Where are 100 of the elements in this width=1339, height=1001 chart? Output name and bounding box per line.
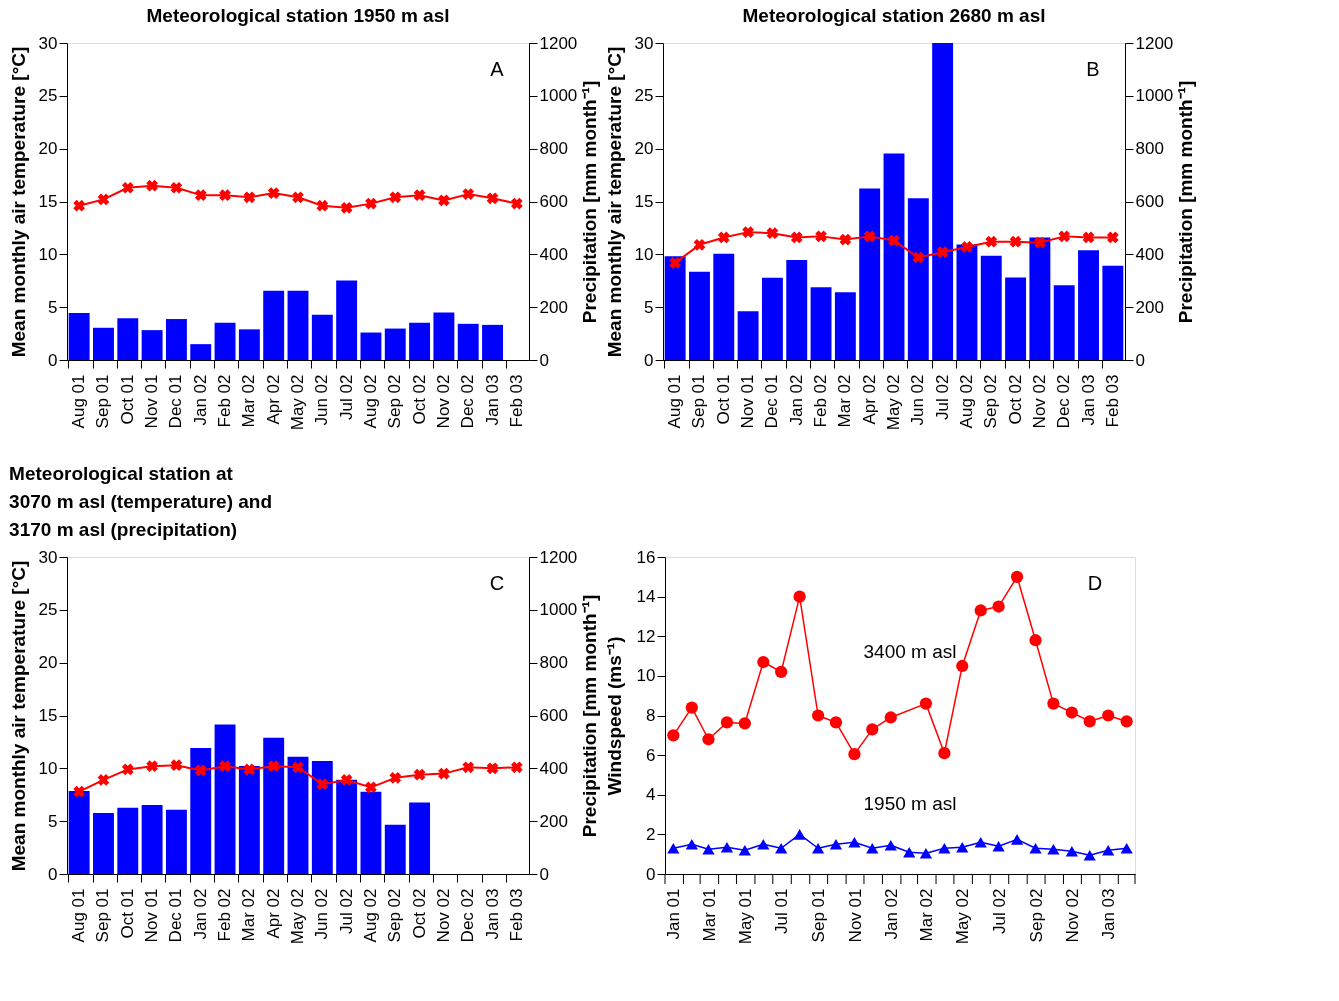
x-tick-label: Dec 02 xyxy=(1054,374,1074,429)
y2-axis-title: Precipitation [mm month⁻¹] xyxy=(578,594,600,838)
y2-tick-label: 600 xyxy=(1135,192,1164,211)
point xyxy=(903,846,916,858)
point xyxy=(267,760,280,773)
y-tick-label: 10 xyxy=(636,666,656,686)
y-tick-label: 30 xyxy=(38,547,58,567)
bar xyxy=(907,198,929,360)
bar xyxy=(834,292,856,360)
x-tick-label: Feb 02 xyxy=(811,374,831,428)
chart-title: Meteorological station at 3070 m asl (temperature) and 3170 m asl (precipitation) xyxy=(9,463,273,540)
x-tick-label: Oct 02 xyxy=(409,888,429,939)
bar xyxy=(287,290,309,360)
y-tick-label: 30 xyxy=(38,33,58,53)
point xyxy=(510,761,523,774)
point xyxy=(340,774,353,786)
point xyxy=(919,847,933,859)
y2-tick-label: 1200 xyxy=(1135,33,1174,53)
y-tick-label: 12 xyxy=(636,626,656,646)
point xyxy=(974,837,987,848)
point xyxy=(775,842,788,854)
bar xyxy=(1029,237,1051,360)
x-tick-label: Oct 01 xyxy=(117,888,137,939)
point xyxy=(267,187,280,199)
y-tick-label: 4 xyxy=(646,785,656,805)
point xyxy=(685,838,698,850)
point xyxy=(438,767,450,780)
point xyxy=(667,842,680,854)
y-tick-label: 0 xyxy=(644,350,654,370)
bar xyxy=(311,314,333,360)
x-tick-label: Aug 02 xyxy=(360,374,380,429)
bar xyxy=(141,805,163,874)
point xyxy=(1065,706,1078,719)
point xyxy=(1047,697,1060,710)
x-tick-label: Jan 01 xyxy=(664,888,684,940)
point xyxy=(912,251,925,264)
x-tick-label: Sep 02 xyxy=(385,888,405,943)
y-tick-label: 25 xyxy=(634,86,654,106)
x-tick-label: Aug 01 xyxy=(69,374,89,429)
point xyxy=(702,733,715,746)
y-tick-label: 5 xyxy=(644,297,654,317)
bar xyxy=(409,802,431,874)
bar xyxy=(311,760,333,874)
point xyxy=(365,781,377,794)
x-tick-label: May 01 xyxy=(735,888,755,945)
y2-tick-label: 0 xyxy=(539,864,549,884)
point xyxy=(413,768,426,781)
point xyxy=(243,763,256,776)
point xyxy=(413,189,426,202)
series-label: 3400 m asl xyxy=(863,641,957,663)
x-tick-label: Jan 03 xyxy=(1099,888,1119,940)
point xyxy=(1029,634,1042,647)
x-tick-label: Sep 02 xyxy=(1026,888,1046,943)
bar xyxy=(689,271,710,360)
bar xyxy=(932,43,954,360)
y-tick-label: 15 xyxy=(38,192,58,211)
y2-tick-label: 800 xyxy=(539,139,568,159)
y2-tick-label: 0 xyxy=(1135,350,1145,370)
y-tick-label: 10 xyxy=(38,758,58,778)
point xyxy=(992,840,1005,852)
x-tick-label: Aug 01 xyxy=(69,888,89,943)
x-tick-label: Dec 01 xyxy=(166,374,186,429)
point xyxy=(811,709,825,722)
y-tick-label: 14 xyxy=(636,587,656,607)
y2-axis-title: Precipitation [mm month⁻¹] xyxy=(1174,80,1196,324)
x-tick-label: Mar 02 xyxy=(239,888,259,942)
y2-axis-title: Precipitation [mm month⁻¹] xyxy=(578,80,600,324)
x-tick-label: Dec 02 xyxy=(458,374,478,429)
point xyxy=(938,747,951,760)
y-tick-label: 10 xyxy=(634,244,654,264)
point xyxy=(194,189,207,202)
x-tick-label: Sep 02 xyxy=(385,374,405,429)
x-tick-label: Sep 01 xyxy=(689,374,709,429)
y-tick-label: 5 xyxy=(48,297,58,317)
x-tick-label: Feb 03 xyxy=(506,374,526,428)
x-tick-label: Jul 02 xyxy=(989,888,1009,934)
x-tick-label: Apr 02 xyxy=(859,374,879,425)
bar xyxy=(1005,277,1027,360)
x-tick-label: May 02 xyxy=(884,374,903,431)
bar xyxy=(117,318,139,360)
bar xyxy=(93,812,114,874)
point xyxy=(121,763,134,776)
x-tick-label: Mar 02 xyxy=(239,374,259,428)
bar xyxy=(810,287,832,360)
point xyxy=(717,231,730,244)
bar xyxy=(190,344,212,360)
point xyxy=(985,235,998,248)
point xyxy=(757,838,770,850)
bar xyxy=(68,791,90,874)
x-tick-label: Jan 02 xyxy=(190,374,210,426)
x-tick-label: Nov 01 xyxy=(142,374,162,429)
point xyxy=(1009,235,1022,248)
point xyxy=(693,238,706,251)
point xyxy=(775,665,788,679)
x-tick-label: Jul 02 xyxy=(336,888,356,934)
y-axis-title: Mean monthly air temperature [°C] xyxy=(603,46,625,358)
y2-tick-label: 400 xyxy=(539,758,568,778)
point xyxy=(667,729,680,742)
point xyxy=(486,762,499,775)
y2-tick-label: 200 xyxy=(539,297,568,317)
